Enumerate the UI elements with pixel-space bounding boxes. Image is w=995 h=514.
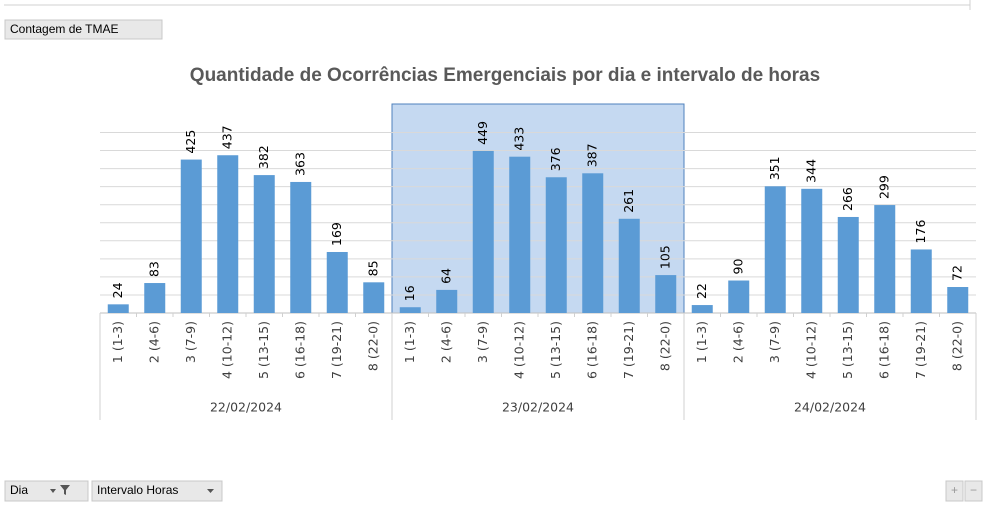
bar [545, 177, 567, 313]
x-tick-label: 7 (19-21) [329, 321, 344, 379]
data-label: 382 [256, 145, 271, 169]
data-label: 266 [840, 187, 855, 211]
bar [472, 150, 494, 313]
x-tick-label: 2 (4-6) [146, 321, 161, 363]
data-label: 437 [219, 125, 234, 149]
bar [874, 205, 896, 313]
chart-title: Quantidade de Ocorrências Emergenciais p… [190, 65, 820, 86]
zoom-button[interactable] [945, 480, 964, 502]
filter-button-label: Dia [10, 483, 28, 497]
x-tick-label: 5 (13-15) [840, 321, 855, 379]
dropdown-icon [207, 489, 214, 493]
data-label: 16 [402, 285, 417, 301]
x-tick-label: 8 (22-0) [949, 321, 964, 371]
data-label: 433 [511, 127, 526, 151]
x-tick-label: 7 (19-21) [621, 321, 636, 379]
bar [947, 287, 969, 313]
zoom-button[interactable] [964, 480, 983, 502]
data-label: 449 [475, 121, 490, 145]
bar [326, 251, 348, 313]
bar [910, 249, 932, 313]
bar [618, 218, 640, 313]
x-tick-label: 3 (7-9) [767, 321, 782, 363]
x-tick-label: 2 (4-6) [730, 321, 745, 363]
bar [655, 275, 677, 313]
data-label: 425 [183, 130, 198, 154]
data-label: 22 [694, 283, 709, 299]
zoom-label: + [951, 483, 958, 497]
field-button[interactable] [4, 19, 163, 40]
zoom-label: − [970, 483, 977, 497]
bar [582, 173, 604, 313]
data-label: 387 [584, 143, 599, 167]
data-label: 105 [657, 245, 672, 269]
group-label: 24/02/2024 [794, 400, 866, 415]
x-tick-label: 6 (16-18) [584, 321, 599, 379]
x-tick-label: 2 (4-6) [438, 321, 453, 363]
bar [180, 159, 202, 313]
bar [509, 156, 531, 313]
bar [691, 305, 713, 313]
bar [399, 307, 421, 313]
bar [144, 283, 166, 313]
bar [217, 155, 239, 313]
x-tick-label: 7 (19-21) [913, 321, 928, 379]
data-label: 90 [730, 259, 745, 275]
bar [837, 216, 859, 313]
selection [391, 103, 685, 314]
bar [436, 289, 458, 313]
x-tick-label: 1 (1-3) [110, 321, 125, 363]
data-label: 83 [146, 261, 161, 277]
x-tick-label: 5 (13-15) [256, 321, 271, 379]
bar [107, 304, 129, 313]
bar [728, 280, 750, 313]
data-label: 299 [876, 175, 891, 199]
bar [801, 188, 823, 313]
x-tick-label: 6 (16-18) [292, 321, 307, 379]
data-label: 344 [803, 159, 818, 183]
x-tick-label: 3 (7-9) [183, 321, 198, 363]
x-tick-label: 4 (10-12) [511, 321, 526, 379]
data-label: 72 [949, 265, 964, 281]
data-label: 261 [621, 189, 636, 213]
x-tick-label: 1 (1-3) [694, 321, 709, 363]
data-label: 351 [767, 156, 782, 180]
x-tick-label: 8 (22-0) [657, 321, 672, 371]
x-tick-label: 3 (7-9) [475, 321, 490, 363]
x-tick-label: 6 (16-18) [876, 321, 891, 379]
bar [253, 175, 275, 313]
bar [363, 282, 385, 313]
x-tick-label: 8 (22-0) [365, 321, 380, 371]
bar [290, 181, 312, 313]
data-label: 376 [548, 147, 563, 171]
x-tick-label: 4 (10-12) [803, 321, 818, 379]
data-label: 24 [110, 282, 125, 298]
x-tick-label: 5 (13-15) [548, 321, 563, 379]
x-tick-label: 4 (10-12) [219, 321, 234, 379]
field-button-label: Contagem de TMAE [10, 22, 119, 36]
group-label: 22/02/2024 [210, 400, 282, 415]
bar [764, 186, 786, 313]
data-label: 363 [292, 152, 307, 176]
x-tick-label: 1 (1-3) [402, 321, 417, 363]
plot: 22/02/2024 24 1 (1-3) 83 2 (4-6) 425 3 (7-9) 43… [99, 103, 977, 420]
data-label: 64 [438, 268, 453, 284]
data-label: 169 [329, 222, 344, 246]
filter-button[interactable] [91, 480, 223, 502]
data-label: 85 [365, 260, 380, 276]
group-label: 23/02/2024 [502, 400, 574, 415]
data-label: 176 [913, 220, 928, 244]
filter-button-label: Intervalo Horas [97, 483, 178, 497]
filter-icon [50, 485, 70, 495]
